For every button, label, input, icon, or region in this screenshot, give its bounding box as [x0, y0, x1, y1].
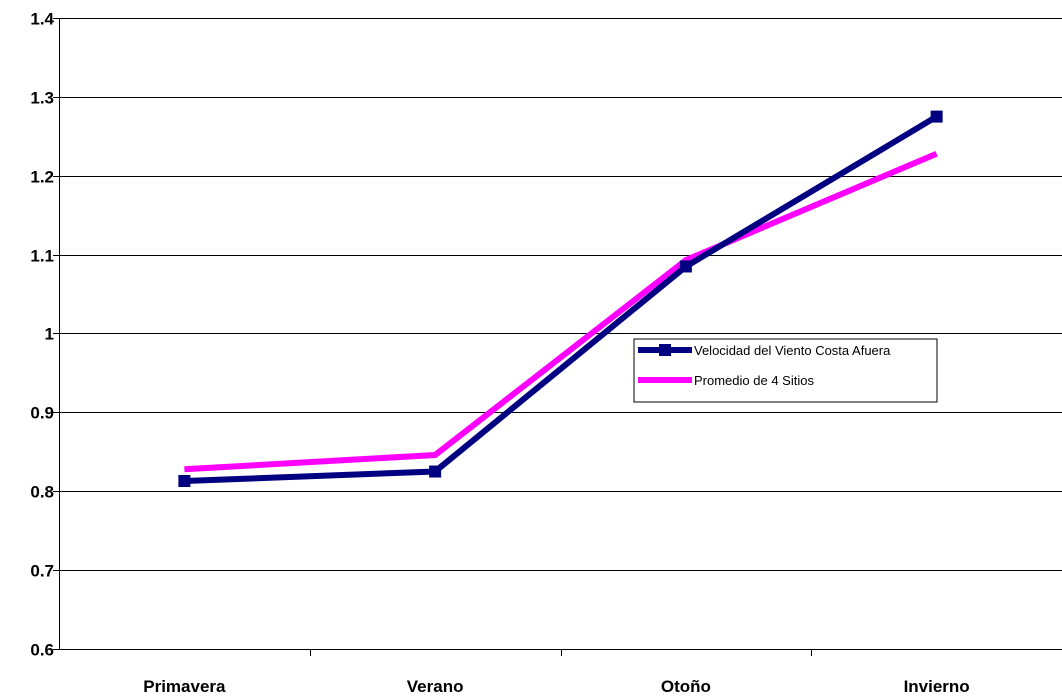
legend-box: [633, 338, 938, 403]
y-tick-label: 0.8: [30, 483, 54, 502]
legend-swatch-offshore-marker: [659, 344, 671, 356]
gridlines: [59, 18, 1062, 571]
legend-label-average-4-sites: Promedio de 4 Sitios: [694, 373, 814, 388]
y-tick-label: 0.6: [30, 641, 54, 660]
series-lines: [178, 110, 943, 487]
y-tick-labels: 0.6 0.7 0.8 0.9 1 1.1 1.2 1.3 1.4: [30, 10, 54, 660]
legend: Velocidad del Viento Costa Afuera Promed…: [633, 338, 938, 403]
data-point-marker: [679, 260, 692, 273]
series-line-average-4-sites: [184, 150, 938, 473]
axes: [53, 18, 1062, 656]
y-tick-label: 1.2: [30, 168, 54, 187]
y-tick-label: 1: [45, 325, 54, 344]
x-tick-label: Otoño: [661, 677, 711, 696]
x-tick-label: Verano: [407, 677, 464, 696]
y-tick-label: 1.3: [30, 89, 54, 108]
y-tick-label: 1.1: [30, 247, 54, 266]
data-point-marker: [930, 110, 943, 123]
y-tick-label: 0.7: [30, 562, 54, 581]
data-point-marker: [429, 465, 442, 478]
legend-label-offshore-wind: Velocidad del Viento Costa Afuera: [694, 343, 891, 358]
y-tick-label: 0.9: [30, 404, 54, 423]
x-tick-labels: Primavera Verano Otoño Invierno: [143, 677, 969, 696]
data-point-marker: [178, 474, 191, 487]
y-tick-label: 1.4: [30, 10, 54, 29]
x-tick-label: Invierno: [904, 677, 970, 696]
x-tick-label: Primavera: [143, 677, 226, 696]
series-line-offshore-wind: [184, 114, 939, 484]
